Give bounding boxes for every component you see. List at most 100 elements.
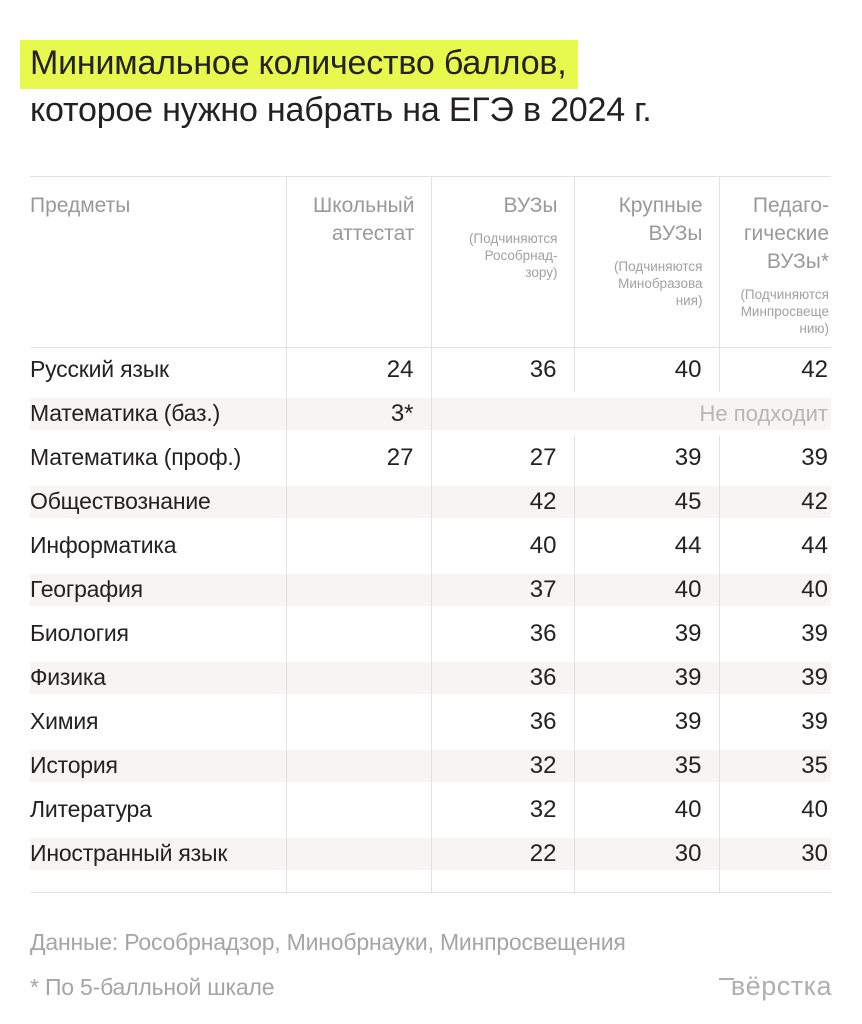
score-cell bbox=[285, 611, 431, 656]
table-body: Русский язык 24 36 40 42 Математика (баз.) 3* Н… bbox=[30, 347, 831, 876]
score-cell: 40 bbox=[430, 523, 574, 568]
column-header-school-certificate: Школьный аттестат bbox=[285, 176, 431, 348]
column-header-universities: ВУЗы (Подчиняются Рособрнад- зору) bbox=[430, 176, 574, 348]
score-cell: 39 bbox=[718, 655, 831, 700]
score-cell: 30 bbox=[573, 831, 719, 876]
column-header-major-universities: Крупные ВУЗы (Подчиняются Минобразова ни… bbox=[573, 176, 719, 348]
table-row: Иностранный язык 22 30 30 bbox=[30, 831, 831, 876]
score-cell: 39 bbox=[573, 435, 719, 480]
subject-cell: Химия bbox=[30, 708, 99, 734]
column-header-pedagogical-universities: Педаго- гические ВУЗы* (Подчиняются Минп… bbox=[718, 176, 831, 348]
score-value: 39 bbox=[801, 663, 828, 691]
score-cell: 39 bbox=[718, 699, 831, 744]
score-value: 27 bbox=[386, 443, 414, 471]
score-value: 24 bbox=[386, 355, 414, 383]
score-value: 40 bbox=[801, 575, 828, 603]
subject-cell: Русский язык bbox=[30, 356, 169, 383]
score-value: Не подходит bbox=[699, 400, 828, 426]
score-cell bbox=[285, 523, 431, 568]
score-cell bbox=[285, 479, 431, 524]
score-cell: 42 bbox=[430, 479, 574, 524]
verstka-logo: вёрстка bbox=[719, 971, 832, 1002]
score-cell: 42 bbox=[718, 479, 831, 524]
score-value: 40 bbox=[674, 355, 702, 383]
score-cell: 36 bbox=[430, 611, 574, 656]
score-value: 42 bbox=[801, 355, 828, 383]
column-sublabel: (Подчиняются Минпросвеще нию) bbox=[740, 287, 829, 336]
score-value: 44 bbox=[801, 531, 828, 559]
column-label: Крупные ВУЗы bbox=[618, 194, 703, 245]
score-value: 3* bbox=[390, 399, 414, 427]
score-value: 36 bbox=[529, 355, 557, 383]
score-cell: 27 bbox=[285, 435, 431, 480]
spacer-cell bbox=[430, 875, 574, 893]
score-cell: 44 bbox=[718, 523, 831, 568]
table-row: Обществознание 42 45 42 bbox=[30, 479, 831, 524]
score-value: 44 bbox=[674, 531, 702, 559]
data-source-line: Данные: Рособрнадзор, Минобрнауки, Минпр… bbox=[30, 929, 626, 955]
column-label: Предметы bbox=[30, 194, 131, 217]
score-value: 36 bbox=[529, 619, 557, 647]
score-cell: 27 bbox=[430, 435, 574, 480]
score-value: 30 bbox=[801, 839, 828, 867]
score-cell bbox=[285, 743, 431, 788]
score-value: 35 bbox=[801, 751, 828, 779]
table-row: Биология 36 39 39 bbox=[30, 611, 831, 656]
score-value: 39 bbox=[674, 619, 702, 647]
subject-cell: История bbox=[30, 744, 286, 788]
table-row: Химия 36 39 39 bbox=[30, 699, 831, 744]
score-cell: 40 bbox=[573, 567, 719, 612]
score-value: 27 bbox=[529, 443, 557, 471]
spacer-row bbox=[30, 875, 831, 893]
title-highlighted-line: Минимальное количество баллов, bbox=[20, 40, 578, 89]
score-value: 40 bbox=[674, 795, 702, 823]
score-value: 40 bbox=[529, 531, 557, 559]
score-cell: 3* bbox=[285, 391, 431, 436]
subject-cell: Математика (баз.) bbox=[30, 392, 286, 436]
column-header-subjects: Предметы bbox=[30, 176, 286, 348]
score-cell: 30 bbox=[718, 831, 831, 876]
score-cell bbox=[285, 787, 431, 832]
score-cell bbox=[285, 655, 431, 700]
score-cell: 42 bbox=[718, 347, 831, 392]
subject-cell: Информатика bbox=[30, 532, 177, 558]
table-row: География 37 40 40 bbox=[30, 567, 831, 612]
table-header: Предметы Школьный аттестат ВУЗы (Подчиня… bbox=[30, 176, 831, 348]
score-cell: 40 bbox=[573, 347, 719, 392]
spacer-cell bbox=[285, 875, 431, 893]
spacer-cell bbox=[573, 875, 719, 893]
score-value: 36 bbox=[529, 707, 557, 735]
spacer-cell bbox=[30, 876, 286, 893]
table-row: История 32 35 35 bbox=[30, 743, 831, 788]
score-value: 39 bbox=[801, 707, 828, 735]
score-cell: 32 bbox=[430, 787, 574, 832]
score-value: 35 bbox=[674, 751, 702, 779]
column-label: Педаго- гические ВУЗы* bbox=[743, 194, 829, 273]
score-cell: 40 bbox=[573, 787, 719, 832]
table-footer-spacer bbox=[30, 875, 831, 893]
merged-note-cell: Не подходит bbox=[430, 391, 831, 436]
column-sublabel: (Подчиняются Рособрнад- зору) bbox=[468, 231, 558, 280]
table-row: Математика (проф.) 27 27 39 39 bbox=[30, 435, 831, 480]
score-cell: 39 bbox=[718, 435, 831, 480]
score-cell: 24 bbox=[285, 347, 431, 392]
score-value: 30 bbox=[674, 839, 702, 867]
subject-cell: География bbox=[30, 568, 286, 612]
score-cell: 22 bbox=[430, 831, 574, 876]
table-row: Физика 36 39 39 bbox=[30, 655, 831, 700]
footer: Данные: Рособрнадзор, Минобрнауки, Минпр… bbox=[30, 929, 832, 1002]
score-cell: 44 bbox=[573, 523, 719, 568]
score-value: 39 bbox=[801, 619, 828, 647]
score-value: 32 bbox=[529, 795, 557, 823]
table-row: Математика (баз.) 3* Не подходит bbox=[30, 391, 831, 436]
score-cell: 36 bbox=[430, 699, 574, 744]
column-sublabel: (Подчиняются Минобразова ния) bbox=[613, 259, 703, 308]
subject-cell: Математика (проф.) bbox=[30, 444, 242, 470]
score-cell: 36 bbox=[430, 655, 574, 700]
table-row: Литература 32 40 40 bbox=[30, 787, 831, 832]
score-cell: 45 bbox=[573, 479, 719, 524]
footnote-row: * По 5-балльной шкале вёрстка bbox=[30, 971, 832, 1002]
footnote-asterisk: * По 5-балльной шкале bbox=[30, 974, 275, 1000]
score-value: 40 bbox=[674, 575, 702, 603]
